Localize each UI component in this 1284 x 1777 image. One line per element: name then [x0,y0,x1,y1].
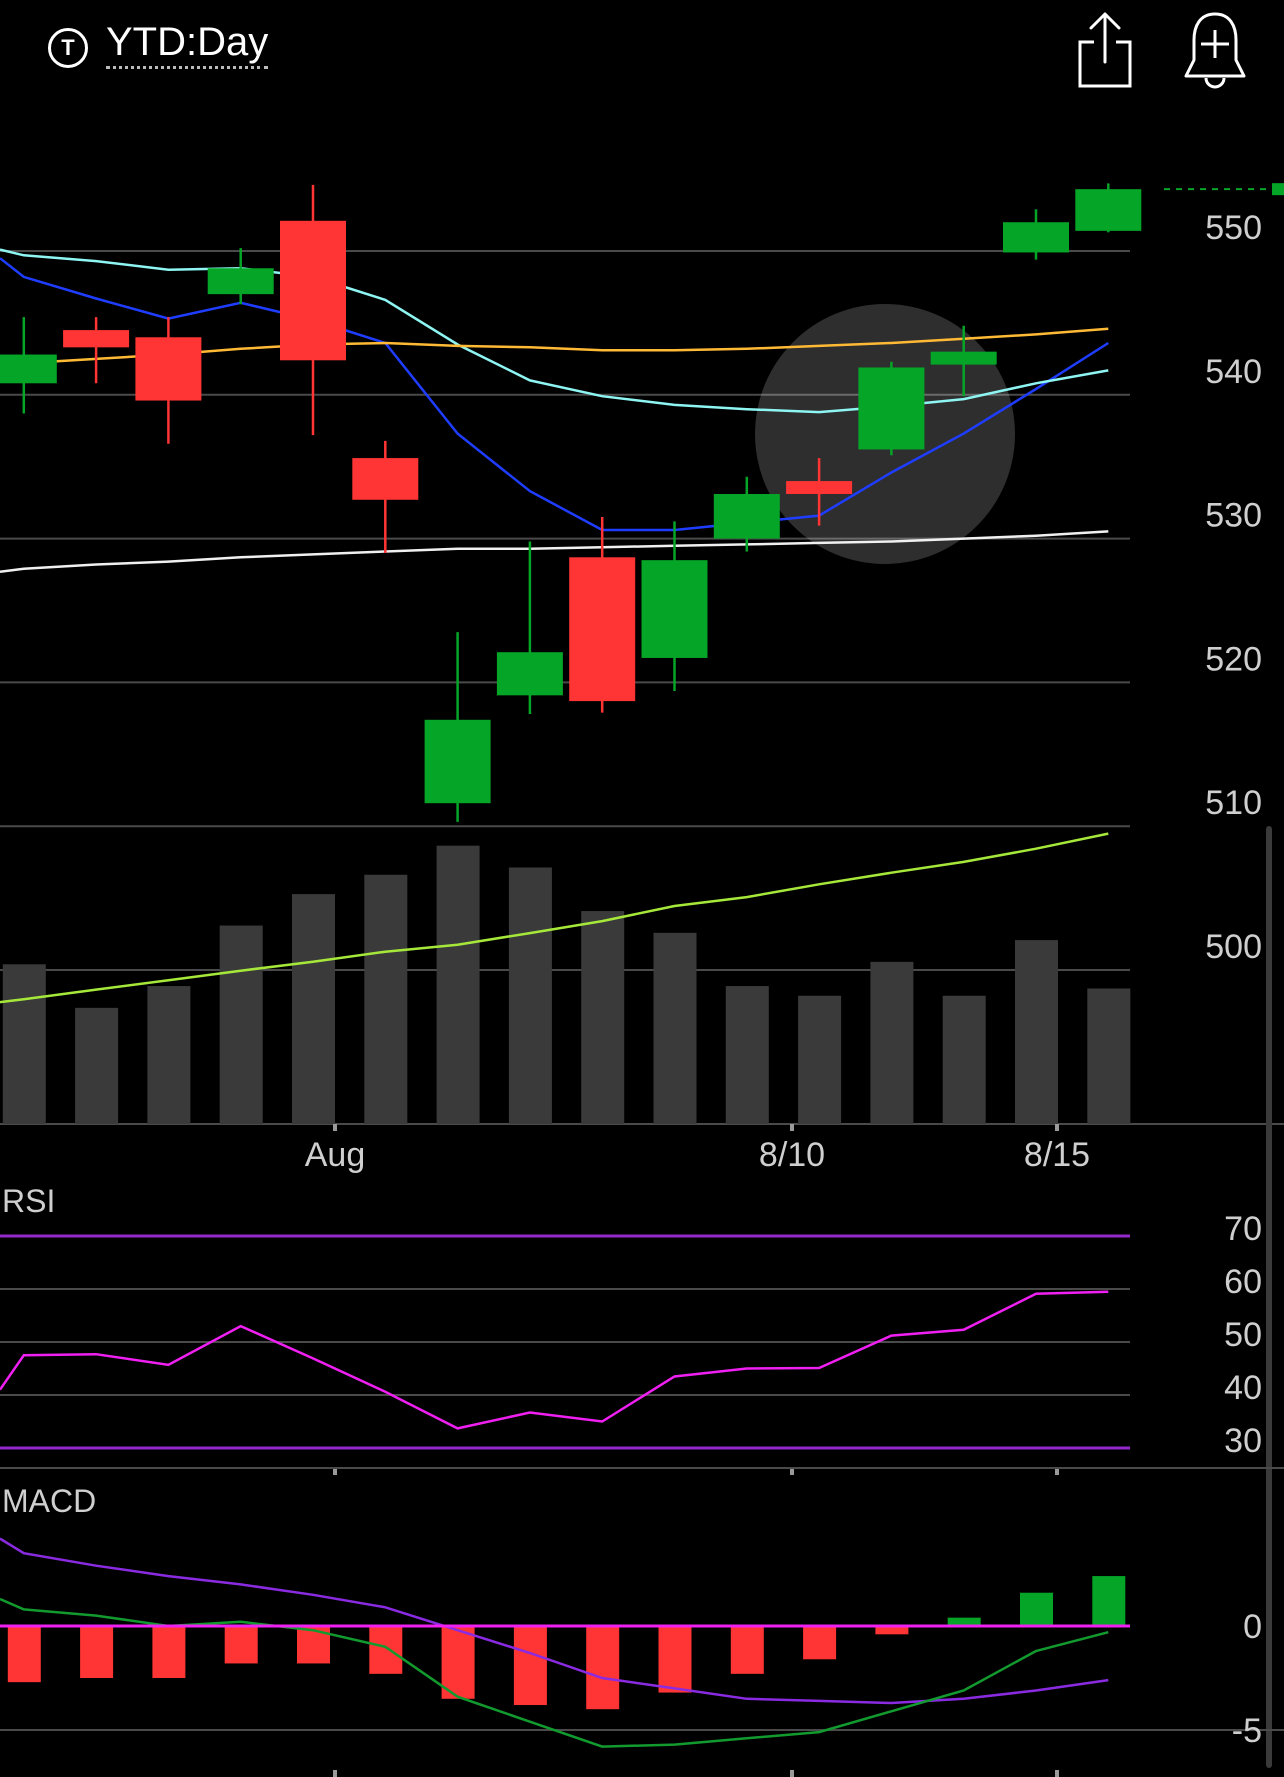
volume-bar [2,964,46,1124]
scroll-indicator [1266,826,1272,1768]
price-tick-label: 500 [1205,928,1262,966]
candle-body [424,719,491,804]
volume-bar [75,1007,119,1124]
candle-body [63,330,130,348]
macd-tick-label: 0 [1243,1608,1262,1646]
rsi-tick-label: 30 [1224,1422,1262,1460]
macd-histogram-bar [513,1626,547,1706]
macd-histogram-bar [369,1626,403,1674]
candle-body [352,458,419,500]
candle-body [569,557,636,702]
macd-histogram-bar [152,1626,186,1678]
macd-histogram-bar [1092,1576,1126,1626]
volume-bar [436,845,480,1124]
macd-histogram-bar [441,1626,475,1699]
macd-histogram-bar [803,1626,837,1660]
rsi-tick-label: 50 [1224,1316,1262,1354]
candle-body [135,337,202,401]
volume-bar [725,986,769,1124]
price-panel [0,183,1284,1777]
macd-histogram-bar [875,1626,909,1635]
price-tick-label: 510 [1205,784,1262,822]
volume-bar [942,995,986,1124]
rsi-tick-label: 60 [1224,1263,1262,1301]
macd-histogram-bar [1020,1592,1053,1626]
volume-bar [581,911,625,1124]
price-tick-label: 520 [1205,640,1262,678]
candle-body [1003,222,1069,253]
rsi-panel [0,1234,1284,1469]
macd-histogram-bar [658,1626,692,1693]
volume-bar [364,874,408,1124]
candle-body [641,560,708,658]
candle-body [1075,189,1142,231]
candle-body [280,220,346,361]
moving-average-line [0,257,1109,532]
volume-bar [1015,940,1058,1124]
x-tick-label: 8/10 [759,1136,825,1174]
candle-body [0,354,57,384]
chart-header: T YTD:Day [0,0,1284,100]
price-tick-label: 550 [1205,209,1262,247]
last-price-marker [1272,183,1284,196]
volume-bar [147,986,191,1124]
share-icon[interactable] [1076,10,1134,90]
price-tick-label: 540 [1205,353,1262,391]
macd-title: MACD [2,1483,96,1519]
x-tick-label: Aug [305,1136,366,1174]
macd-histogram-bar [80,1626,114,1678]
volume-bar [653,932,697,1124]
ticker-icon[interactable]: T [48,28,88,68]
macd-histogram-bar [730,1626,764,1674]
candle-body [207,268,274,295]
macd-histogram-bar [586,1626,620,1710]
volume-bar [1087,988,1131,1124]
rsi-tick-label: 70 [1224,1210,1262,1248]
macd-histogram-bar [947,1617,981,1626]
candle-body [786,481,853,495]
volume-bar [508,867,552,1124]
macd-line [0,1597,1109,1748]
macd-histogram-bar [7,1626,41,1683]
range-selector[interactable]: YTD:Day [106,20,269,69]
macd-histogram-bar [297,1626,330,1664]
rsi-tick-label: 40 [1224,1369,1262,1407]
volume-bar [219,925,263,1124]
rsi-line [0,1290,1109,1430]
volume-bar [292,894,335,1124]
macd-panel [0,1537,1284,1748]
volume-bar [870,961,914,1124]
candle-body [713,494,780,539]
macd-signal-line [0,1537,1109,1705]
candle-body [858,367,925,450]
candle-body [496,652,563,696]
macd-histogram-bar [224,1626,258,1664]
macd-tick-label: -5 [1232,1712,1262,1750]
volume-ma-line [0,832,1109,1004]
candle-body [930,351,997,365]
volume-bar [798,995,842,1124]
add-alert-bell-icon[interactable] [1182,8,1248,90]
x-tick-label: 8/15 [1024,1136,1090,1174]
price-tick-label: 530 [1205,497,1262,535]
rsi-title: RSI [2,1183,55,1219]
